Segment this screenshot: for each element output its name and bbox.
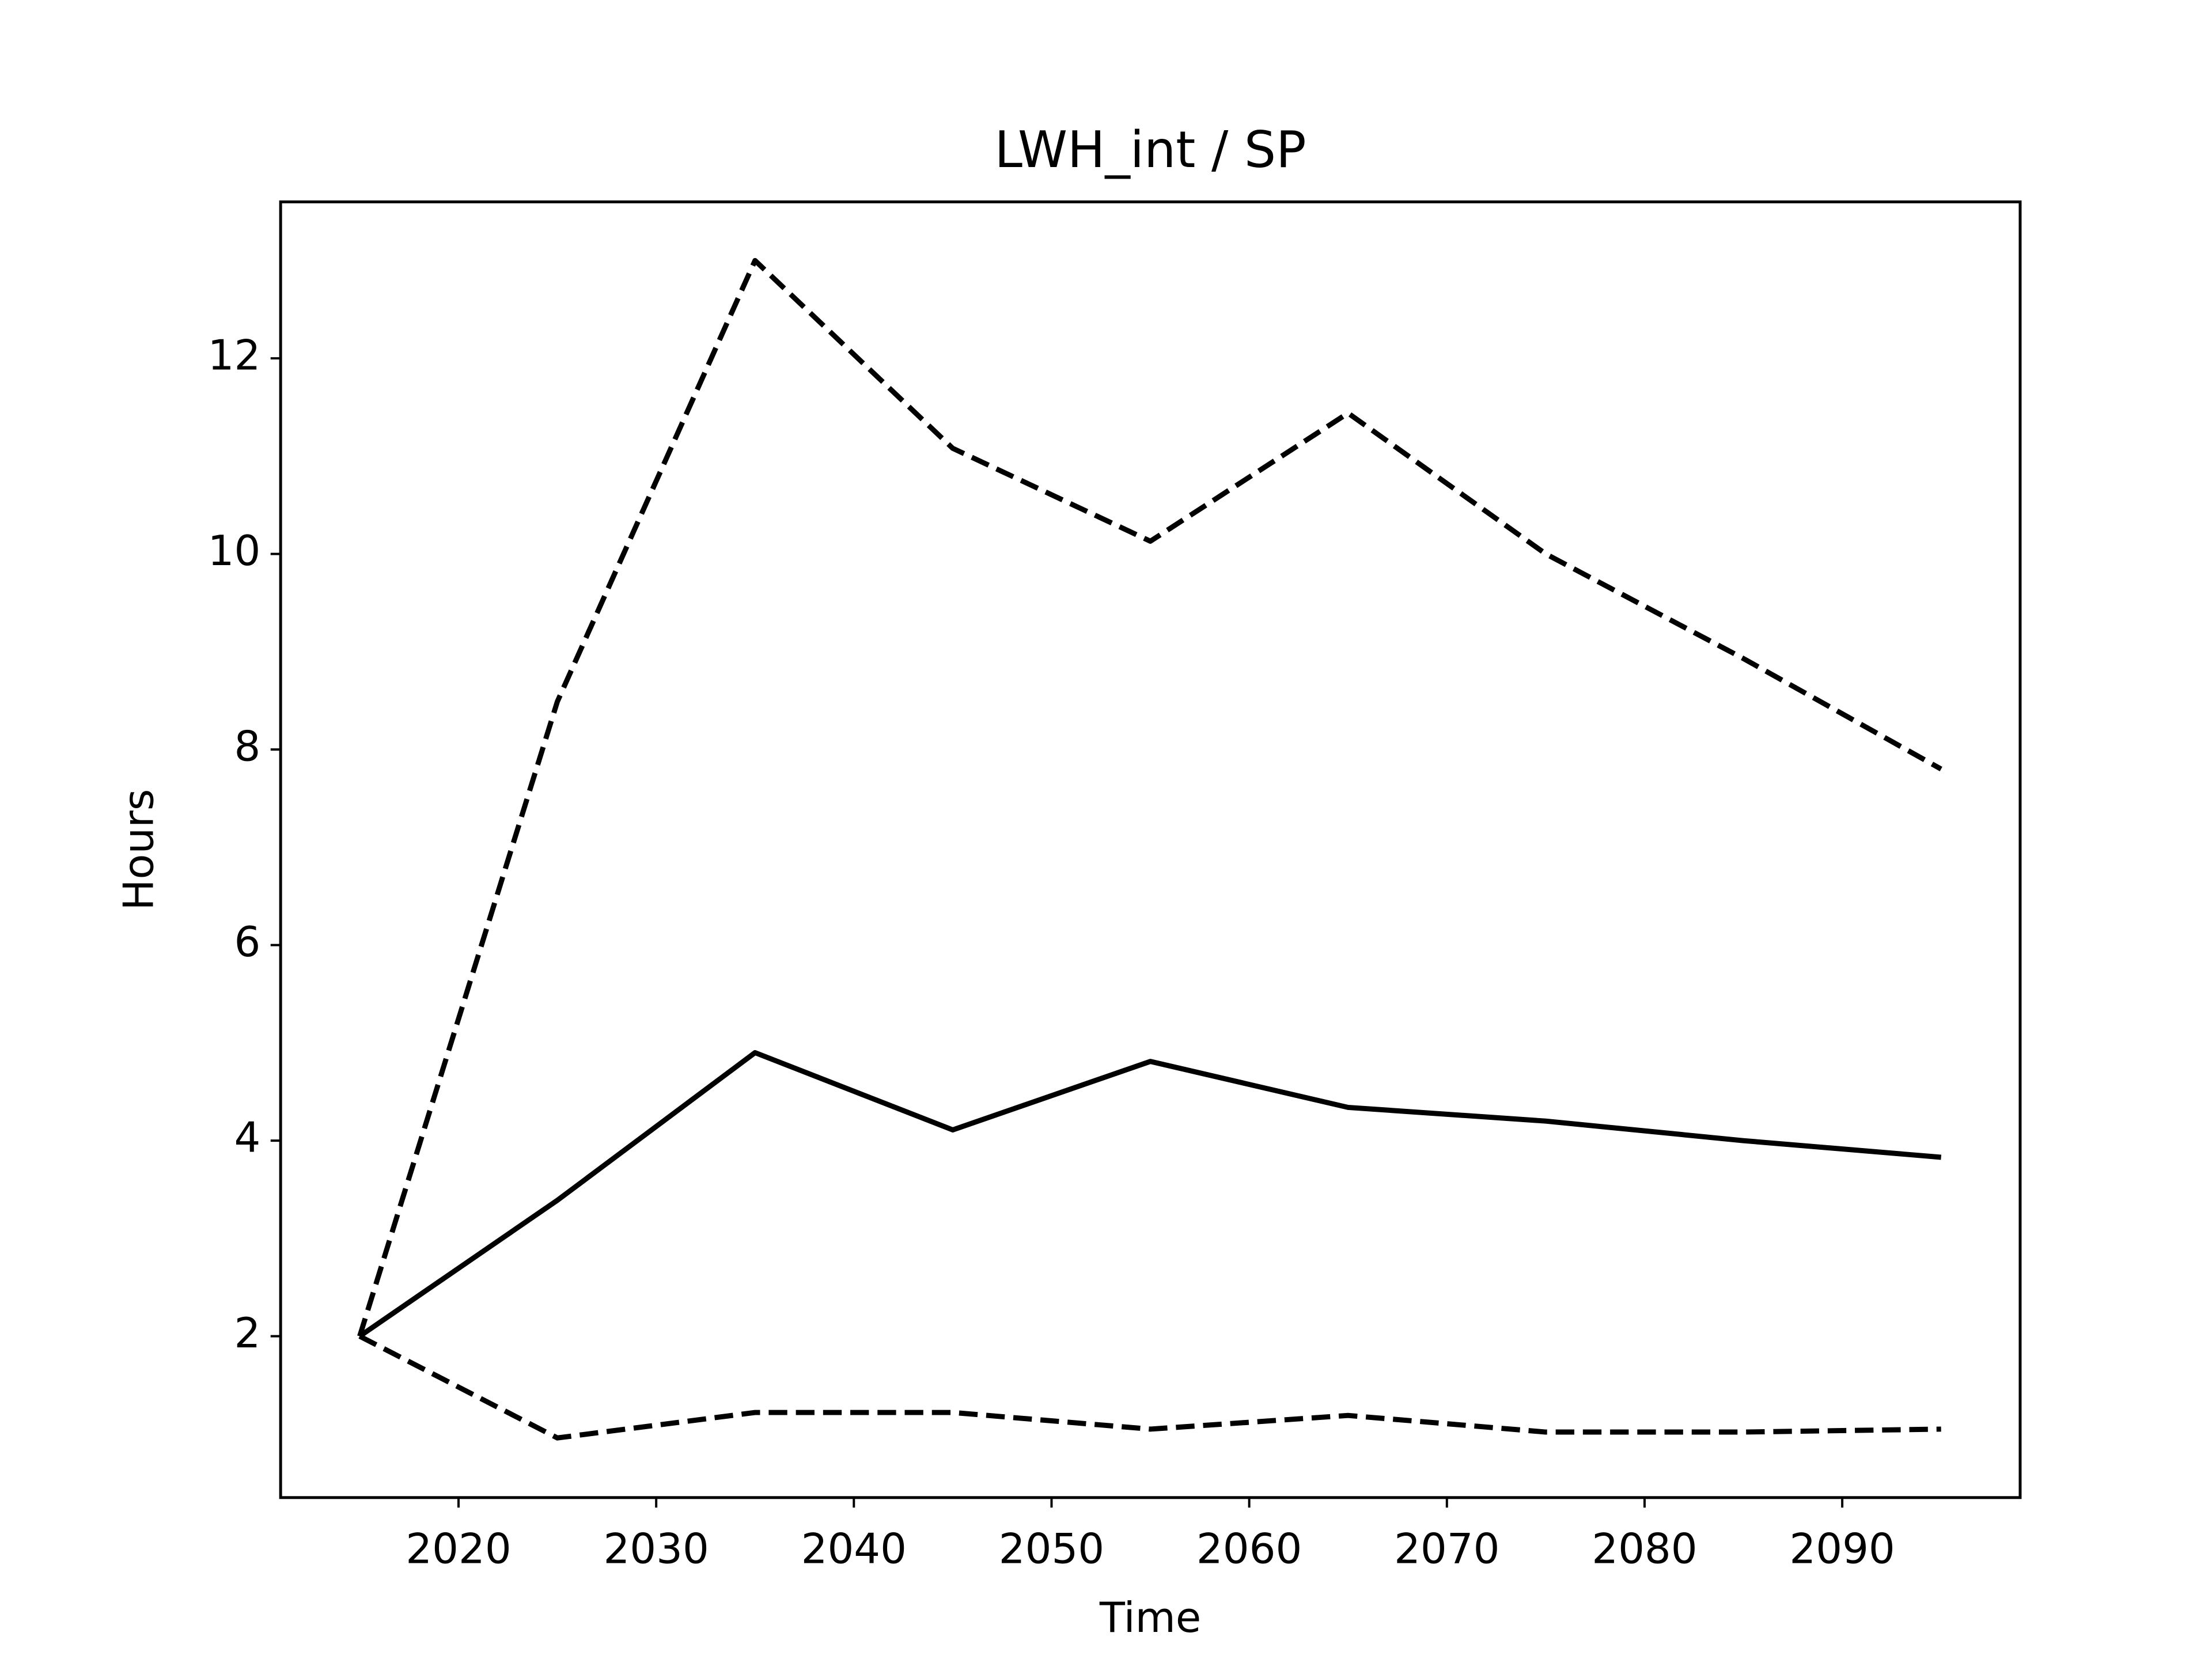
plot-frame: [279, 200, 2022, 1499]
y-axis-label: Hours: [115, 789, 163, 911]
x-tick-label: 2080: [1592, 1525, 1697, 1573]
x-axis-label: Time: [1099, 1593, 1201, 1642]
x-tick-label: 2050: [999, 1525, 1104, 1573]
x-tick-label: 2070: [1394, 1525, 1499, 1573]
series-line: [357, 257, 1942, 1337]
series-line: [358, 1334, 1941, 1441]
y-tick-label: 8: [234, 722, 260, 771]
y-tick-label: 10: [208, 527, 261, 575]
y-tick-label: 4: [234, 1113, 260, 1162]
y-tick-label: 6: [234, 918, 260, 966]
x-tick-label: 2060: [1196, 1525, 1302, 1573]
y-tick-label: 2: [234, 1309, 260, 1357]
x-tick-label: 2040: [801, 1525, 907, 1573]
y-tick-label: 12: [208, 331, 261, 380]
chart-title: LWH_int / SP: [995, 120, 1306, 179]
series-line: [358, 1050, 1942, 1339]
x-tick-label: 2090: [1789, 1525, 1895, 1573]
x-tick-label: 2030: [603, 1525, 709, 1573]
x-tick-label: 2020: [406, 1525, 511, 1573]
